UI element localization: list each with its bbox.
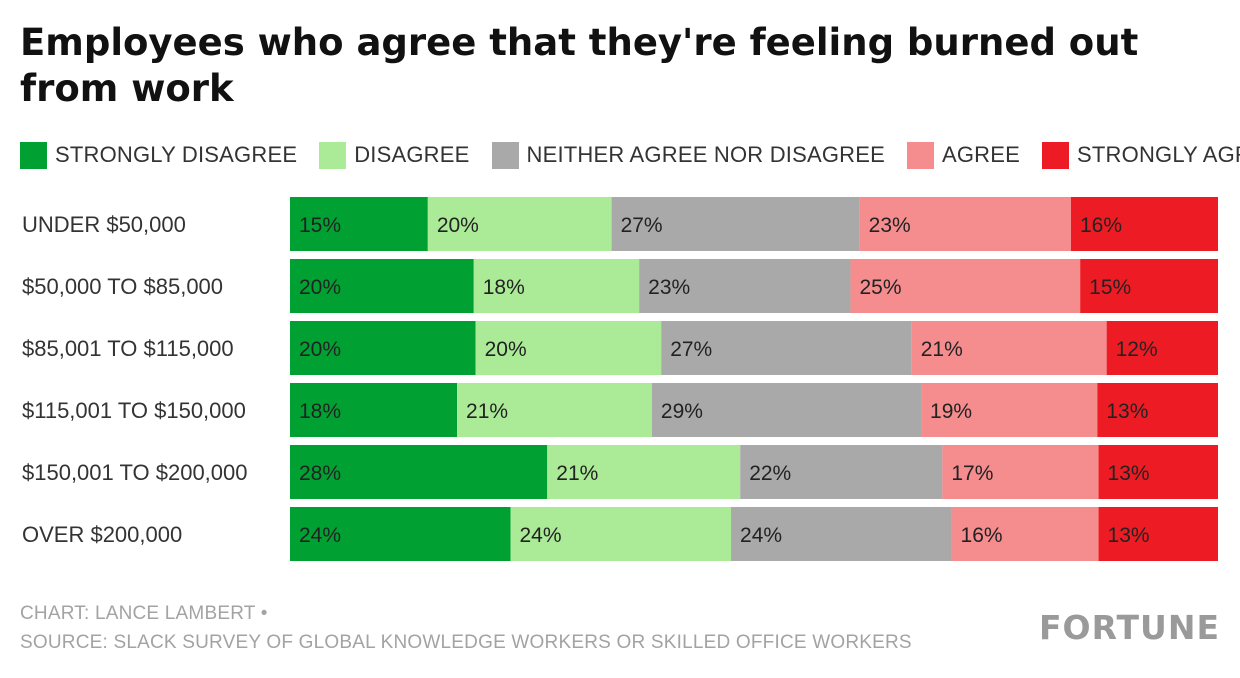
data-label: 20% [485, 338, 527, 361]
bar-segment [951, 507, 1099, 561]
data-label: 15% [1089, 276, 1131, 299]
legend-item: AGREE [907, 141, 1021, 169]
data-label: 16% [961, 524, 1003, 547]
bar-segment [1098, 445, 1218, 499]
data-label: 29% [661, 400, 703, 423]
bar-segment [1097, 383, 1218, 437]
legend-item: NEITHER AGREE NOR DISAGREE [491, 141, 886, 169]
category-label: $115,001 TO $150,000 [22, 398, 246, 423]
data-label: 18% [483, 276, 525, 299]
data-label: 28% [299, 462, 341, 485]
data-label: 23% [869, 214, 911, 237]
chart-source: SOURCE: SLACK SURVEY OF GLOBAL KNOWLEDGE… [20, 632, 912, 653]
bar-segment [457, 383, 652, 437]
data-label: 15% [299, 214, 341, 237]
category-label: $150,001 TO $200,000 [22, 460, 248, 485]
data-label: 12% [1116, 338, 1158, 361]
data-label: 24% [299, 524, 341, 547]
bar-segment [290, 445, 548, 499]
chart-credit: CHART: LANCE LAMBERT • [20, 603, 268, 624]
legend-item: DISAGREE [319, 141, 470, 169]
bar-segment [510, 507, 732, 561]
legend-item: STRONGLY AGREE [1042, 141, 1240, 169]
bar-segment [942, 445, 1099, 499]
legend-swatch [1042, 141, 1070, 169]
category-label: $85,001 TO $115,000 [22, 336, 234, 361]
bar-segment [731, 507, 952, 561]
category-label: UNDER $50,000 [22, 212, 186, 237]
data-label: 20% [299, 276, 341, 299]
bar-segment [651, 383, 922, 437]
bar-segment [473, 259, 640, 313]
bar-segment [1080, 259, 1218, 313]
bar-segment [1098, 507, 1218, 561]
data-label: 20% [437, 214, 479, 237]
legend-swatch [491, 141, 519, 169]
legend-label: STRONGLY DISAGREE [55, 142, 298, 167]
bar-segment [1070, 197, 1218, 251]
fortune-logo: FORTUNE [1039, 608, 1220, 647]
legend-swatch [20, 141, 47, 169]
data-label: 16% [1080, 214, 1122, 237]
category-label: OVER $200,000 [22, 522, 182, 547]
data-label: 20% [299, 338, 341, 361]
bar-segment [611, 197, 860, 251]
chart-legend: STRONGLY DISAGREE DISAGREE NEITHER AGREE N… [20, 140, 1240, 170]
bar-segment [661, 321, 912, 375]
bar-segment [547, 445, 741, 499]
bar-segment [859, 197, 1071, 251]
data-label: 23% [648, 276, 690, 299]
data-label: 27% [670, 338, 712, 361]
bar-segment [850, 259, 1081, 313]
bar-segment [1106, 321, 1218, 375]
data-label: 21% [921, 338, 963, 361]
data-label: 21% [556, 462, 598, 485]
bar-segment [911, 321, 1107, 375]
data-label: 17% [951, 462, 993, 485]
bar-segment [475, 321, 662, 375]
chart-title: Employees who agree that they're feeling… [20, 21, 1139, 110]
data-label: 22% [749, 462, 791, 485]
bar-segment [639, 259, 851, 313]
data-label: 21% [466, 400, 508, 423]
bar-segment [290, 259, 474, 313]
data-label: 25% [859, 276, 901, 299]
legend-label: DISAGREE [354, 142, 470, 167]
data-label: 27% [621, 214, 663, 237]
bar-segment [740, 445, 943, 499]
stacked-bar-chart: UNDER $50,000 15% 20% 27% 23% 16% $50,000 TO $… [22, 197, 1218, 561]
data-label: 24% [520, 524, 562, 547]
bar-segment [290, 321, 476, 375]
category-label: $50,000 TO $85,000 [22, 274, 223, 299]
legend-label: STRONGLY AGREE [1077, 142, 1240, 167]
legend-swatch [319, 141, 347, 169]
bar-segment [427, 197, 612, 251]
data-label: 24% [740, 524, 782, 547]
legend-item: STRONGLY DISAGREE [20, 141, 298, 169]
data-label: 19% [930, 400, 972, 423]
data-label: 13% [1108, 524, 1150, 547]
legend-label: NEITHER AGREE NOR DISAGREE [526, 142, 885, 167]
bar-segment [290, 197, 428, 251]
bar-segment [290, 383, 458, 437]
data-label: 13% [1108, 462, 1150, 485]
legend-swatch [907, 141, 934, 169]
bar-segment [290, 507, 511, 561]
bar-segment [921, 383, 1098, 437]
legend-label: AGREE [942, 142, 1021, 167]
data-label: 18% [299, 400, 341, 423]
data-label: 13% [1106, 400, 1148, 423]
